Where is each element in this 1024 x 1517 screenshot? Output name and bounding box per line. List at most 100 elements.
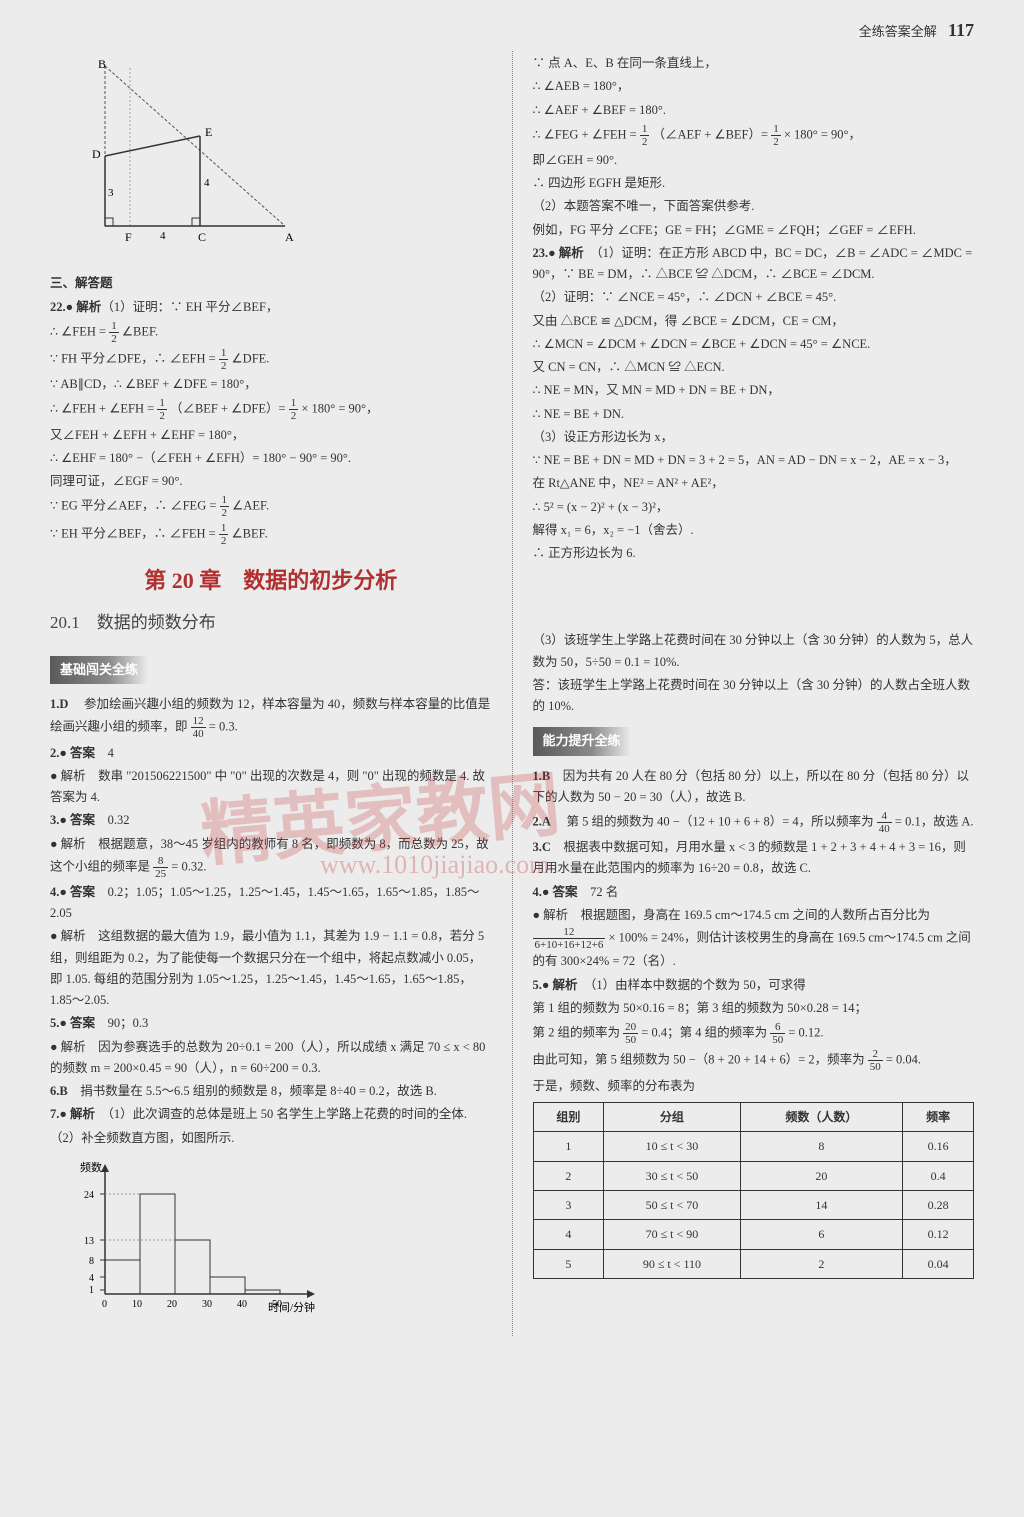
- r-q22-p6: ∴ 四边形 EGFH 是矩形.: [533, 173, 975, 194]
- q7-p3-ans: 答：该班学生上学路上花费时间在 30 分钟以上（含 30 分钟）的人数占全班人数…: [533, 675, 975, 718]
- r-q22-p4: ∴ ∠FEG + ∠FEH = 12 （∠AEF + ∠BEF）= 12 × 1…: [533, 123, 975, 148]
- q22-p4: ∴ ∠FEH + ∠EFH = 12 （∠BEF + ∠DFE）= 12 × 1…: [50, 397, 492, 422]
- histogram: 频数 时间/分钟 24 13 8 4 1 0 10 20 30 40 50: [70, 1159, 492, 1326]
- r-q22-p1: ∵ 点 A、E、B 在同一条直线上，: [533, 53, 975, 74]
- q22-p3: ∵ AB∥CD，∴ ∠BEF + ∠DFE = 180°，: [50, 374, 492, 395]
- q22-p5: 又∠FEH + ∠EFH + ∠EHF = 180°，: [50, 425, 492, 446]
- label-4b: 4: [204, 177, 210, 189]
- label-F: F: [125, 230, 132, 244]
- q5-ans: 5.● 答案 90；0.3: [50, 1013, 492, 1034]
- q23-p4: ∴ ∠MCN = ∠DCM + ∠DCN = ∠BCE + ∠DCN = 45°…: [533, 334, 975, 355]
- banner-advanced: 能力提升全练: [533, 727, 631, 755]
- q6: 6.B 捐书数量在 5.5～6.5 组别的频数是 8，频率是 8÷40 = 0.…: [50, 1081, 492, 1102]
- q22-p9: ∵ EH 平分∠BEF，∴ ∠FEH = 12 ∠BEF.: [50, 522, 492, 547]
- r-q22-p3: ∴ ∠AEF + ∠BEF = 180°.: [533, 100, 975, 121]
- geometry-figure: B D E F C A 3 4 4: [70, 56, 492, 263]
- th-group: 组别: [533, 1102, 604, 1131]
- histo-ylabel: 频数: [80, 1160, 102, 1174]
- label-3: 3: [108, 187, 114, 199]
- right-column: ∵ 点 A、E、B 在同一条直线上， ∴ ∠AEB = 180°， ∴ ∠AEF…: [533, 51, 975, 1336]
- frequency-table: 组别 分组 频数（人数） 频率 110 ≤ t < 3080.16230 ≤ t…: [533, 1102, 975, 1279]
- label-C: C: [198, 230, 206, 244]
- q23-p10: 在 Rt△ANE 中，NE² = AN² + AE²，: [533, 473, 975, 494]
- svg-text:20: 20: [167, 1299, 177, 1310]
- r3: 3.C 根据表中数据可知，月用水量 x < 3 的频数是 1 + 2 + 3 +…: [533, 837, 975, 880]
- svg-text:30: 30: [202, 1299, 212, 1310]
- label-D: D: [92, 147, 101, 161]
- q1: 1.D 参加绘画兴趣小组的频数为 12，样本容量为 40，频数与样本容量的比值是…: [50, 694, 492, 740]
- q23-p13: ∴ 正方形边长为 6.: [533, 543, 975, 564]
- r5-p3: 第 2 组的频率为 2050 = 0.4；第 4 组的频率为 650 = 0.1…: [533, 1021, 975, 1046]
- svg-text:50: 50: [272, 1299, 282, 1310]
- r5-p4: 由此可知，第 5 组频数为 50 −（8 + 20 + 14 + 6）= 2，频…: [533, 1048, 975, 1073]
- q23-p7: ∴ NE = BE + DN.: [533, 404, 975, 425]
- label-E: E: [205, 125, 212, 139]
- table-row: 110 ≤ t < 3080.16: [533, 1132, 974, 1161]
- q3-expl: ● 解析 根据题意，38～45 岁组内的教师有 8 名，即频数为 8，而总数为 …: [50, 834, 492, 880]
- column-divider: [512, 51, 513, 1336]
- svg-text:0: 0: [102, 1299, 107, 1310]
- th-freq: 频数（人数）: [740, 1102, 903, 1131]
- r-q22-p5: 即∠GEH = 90°.: [533, 150, 975, 171]
- q4-expl: ● 解析 这组数据的最大值为 1.9，最小值为 1.1，其差为 1.9 − 1.…: [50, 926, 492, 1011]
- svg-text:4: 4: [89, 1273, 94, 1284]
- q22-p8: ∵ EG 平分∠AEF，∴ ∠FEG = 12 ∠AEF.: [50, 494, 492, 519]
- r-q22-p7: （2）本题答案不唯一，下面答案供参考.: [533, 196, 975, 217]
- svg-text:24: 24: [84, 1190, 94, 1201]
- left-column: B D E F C A 3 4 4 三、解答题 22.● 解析（1）证明：∵ E…: [50, 51, 492, 1336]
- q22-p1: （1）证明：∵ EH 平分∠BEF，: [101, 300, 278, 314]
- page-number: 117: [948, 20, 974, 40]
- table-row: 230 ≤ t < 50200.4: [533, 1161, 974, 1190]
- r4-expl: ● 解析 根据题图，身高在 169.5 cm～174.5 cm 之间的人数所占百…: [533, 905, 975, 973]
- q22-p6: ∴ ∠EHF = 180° −（∠FEH + ∠EFH）= 180° − 90°…: [50, 448, 492, 469]
- table-row: 350 ≤ t < 70140.28: [533, 1190, 974, 1219]
- table-row: 590 ≤ t < 11020.04: [533, 1249, 974, 1278]
- label-4a: 4: [160, 230, 166, 242]
- r5-p2: 第 1 组的频数为 50×0.16 = 8；第 3 组的频数为 50×0.28 …: [533, 998, 975, 1019]
- table-row: 470 ≤ t < 9060.12: [533, 1220, 974, 1249]
- q22-f1: ∴ ∠FEH = 12 ∠BEF.: [50, 320, 492, 345]
- r-q22-p2: ∴ ∠AEB = 180°，: [533, 76, 975, 97]
- label-B: B: [98, 57, 106, 71]
- q23-p2: （2）证明：∵ ∠NCE = 45°，∴ ∠DCN + ∠BCE = 45°.: [533, 287, 975, 308]
- svg-text:8: 8: [89, 1256, 94, 1267]
- two-column-layout: B D E F C A 3 4 4 三、解答题 22.● 解析（1）证明：∵ E…: [50, 51, 974, 1336]
- section-20-1-title: 20.1 数据的频数分布: [50, 609, 492, 638]
- q23-p8: （3）设正方形边长为 x，: [533, 427, 975, 448]
- svg-text:1: 1: [89, 1285, 94, 1296]
- r1: 1.B 因为共有 20 人在 80 分（包括 80 分）以上，所以在 80 分（…: [533, 766, 975, 809]
- q5-expl: ● 解析 因为参赛选手的总数为 20÷0.1 = 200（人），所以成绩 x 满…: [50, 1037, 492, 1080]
- q23-p9: ∵ NE = BE + DN = MD + DN = 3 + 2 = 5，AN …: [533, 450, 975, 471]
- chapter-20-title: 第 20 章 数据的初步分析: [50, 562, 492, 599]
- q22-p2: ∵ FH 平分∠DFE，∴ ∠EFH = 12 ∠DFE.: [50, 347, 492, 372]
- q23: 23.● 解析 （1）证明：在正方形 ABCD 中，BC = DC，∠B = ∠…: [533, 243, 975, 286]
- q3-ans: 3.● 答案 0.32: [50, 810, 492, 831]
- q23-p5: 又 CN = CN，∴ △MCN ≌ △ECN.: [533, 357, 975, 378]
- r4-ans: 4.● 答案 72 名: [533, 882, 975, 903]
- page-header: 全练答案全解 117: [50, 20, 974, 41]
- q7-p3: （3）该班学生上学路上花费时间在 30 分钟以上（含 30 分钟）的人数为 5，…: [533, 630, 975, 673]
- q23-p3: 又由 △BCE ≌ △DCM，得 ∠BCE = ∠DCM，CE = CM，: [533, 311, 975, 332]
- r5-label: 5.● 解析 （1）由样本中数据的个数为 50，可求得: [533, 975, 975, 996]
- r5-p5: 于是，频数、频率的分布表为: [533, 1076, 975, 1097]
- q7-label: 7.● 解析 （1）此次调查的总体是班上 50 名学生上学路上花费的时间的全体.: [50, 1104, 492, 1125]
- th-range: 分组: [604, 1102, 740, 1131]
- th-rate: 频率: [903, 1102, 974, 1131]
- svg-text:10: 10: [132, 1299, 142, 1310]
- banner-basic: 基础闯关全练: [50, 656, 148, 684]
- q2-expl: ● 解析 数串 "201506221500" 中 "0" 出现的次数是 4，则 …: [50, 766, 492, 809]
- q7-p2: （2）补全频数直方图，如图所示.: [50, 1128, 492, 1149]
- q23-p12: 解得 x₁ = 6，x₂ = −1（舍去）.: [533, 520, 975, 541]
- svg-text:13: 13: [84, 1236, 94, 1247]
- svg-text:40: 40: [237, 1299, 247, 1310]
- q2-ans: 2.● 答案 4: [50, 743, 492, 764]
- header-title: 全练答案全解: [859, 24, 937, 39]
- r-q22-p8: 例如，FG 平分 ∠CFE；GE = FH；∠GME = ∠FQH；∠GEF =…: [533, 220, 975, 241]
- q23-p11: ∴ 5² = (x − 2)² + (x − 3)²，: [533, 497, 975, 518]
- q4-ans: 4.● 答案 0.2；1.05；1.05～1.25，1.25～1.45，1.45…: [50, 882, 492, 925]
- section-3-heading: 三、解答题: [50, 273, 492, 294]
- q22-label: 22.● 解析: [50, 300, 101, 314]
- q23-p6: ∴ NE = MN，又 MN = MD + DN = BE + DN，: [533, 380, 975, 401]
- r2: 2.A 第 5 组的频数为 40 −（12 + 10 + 6 + 8）= 4，所…: [533, 810, 975, 835]
- label-A: A: [285, 230, 294, 244]
